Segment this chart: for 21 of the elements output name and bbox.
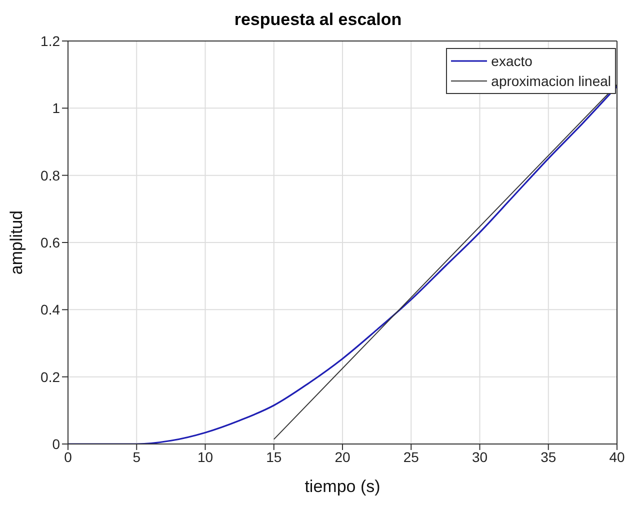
x-tick-label: 5 xyxy=(132,448,141,465)
x-axis-title: tiempo (s) xyxy=(304,477,380,496)
y-tick-label: 1.2 xyxy=(40,32,60,49)
x-tick-label: 30 xyxy=(472,448,488,465)
x-tick-label: 40 xyxy=(609,448,625,465)
x-tick-label: 35 xyxy=(540,448,556,465)
legend-label: aproximacion lineal xyxy=(491,72,611,91)
x-tick-label: 25 xyxy=(403,448,420,465)
x-tick-label: 0 xyxy=(64,448,72,465)
y-tick-label: 1 xyxy=(52,100,60,116)
y-tick-label: 0.8 xyxy=(40,167,60,184)
x-tick-label: 15 xyxy=(266,448,282,465)
legend-label: exacto xyxy=(491,52,532,71)
x-tick-label: 20 xyxy=(334,448,350,465)
y-axis-title: amplitud xyxy=(7,210,26,275)
y-tick-label: 0.2 xyxy=(40,368,60,385)
y-tick-label: 0.6 xyxy=(40,234,60,250)
y-tick-label: 0.4 xyxy=(40,302,60,318)
chart-title: respuesta al escalon xyxy=(233,9,403,31)
x-tick-label: 10 xyxy=(197,448,214,465)
y-tick-label: 0 xyxy=(52,436,60,452)
